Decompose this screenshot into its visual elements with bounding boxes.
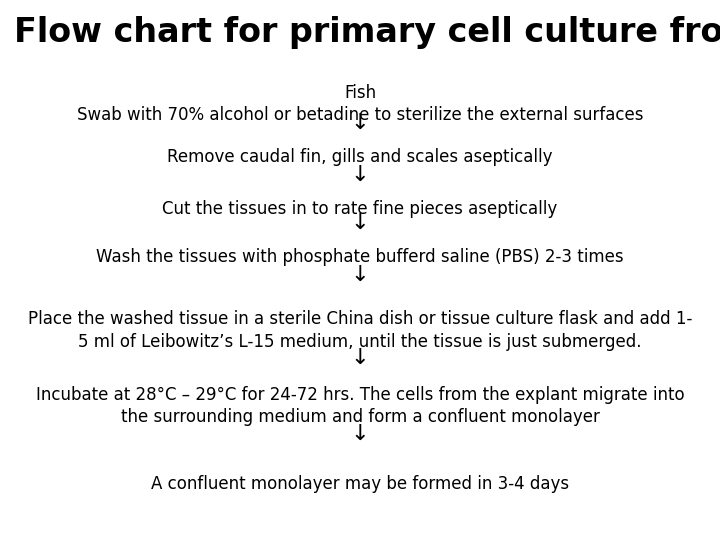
Text: Remove caudal fin, gills and scales aseptically: Remove caudal fin, gills and scales asep…	[167, 148, 553, 166]
Text: Incubate at 28°C – 29°C for 24-72 hrs. The cells from the explant migrate into
t: Incubate at 28°C – 29°C for 24-72 hrs. T…	[36, 386, 684, 426]
Text: ↓: ↓	[351, 424, 369, 444]
Text: ↓: ↓	[351, 348, 369, 368]
Text: Flow chart for primary cell culture from fin fish: Flow chart for primary cell culture from…	[14, 16, 720, 49]
Text: ↓: ↓	[351, 165, 369, 185]
Text: A confluent monolayer may be formed in 3-4 days: A confluent monolayer may be formed in 3…	[151, 475, 569, 493]
Text: Cut the tissues in to rate fine pieces aseptically: Cut the tissues in to rate fine pieces a…	[163, 200, 557, 218]
Text: Fish
Swab with 70% alcohol or betadine to sterilize the external surfaces: Fish Swab with 70% alcohol or betadine t…	[77, 84, 643, 124]
Text: ↓: ↓	[351, 113, 369, 133]
Text: ↓: ↓	[351, 265, 369, 285]
Text: Place the washed tissue in a sterile China dish or tissue culture flask and add : Place the washed tissue in a sterile Chi…	[28, 310, 692, 350]
Text: ↓: ↓	[351, 213, 369, 233]
Text: Wash the tissues with phosphate bufferd saline (PBS) 2-3 times: Wash the tissues with phosphate bufferd …	[96, 248, 624, 266]
